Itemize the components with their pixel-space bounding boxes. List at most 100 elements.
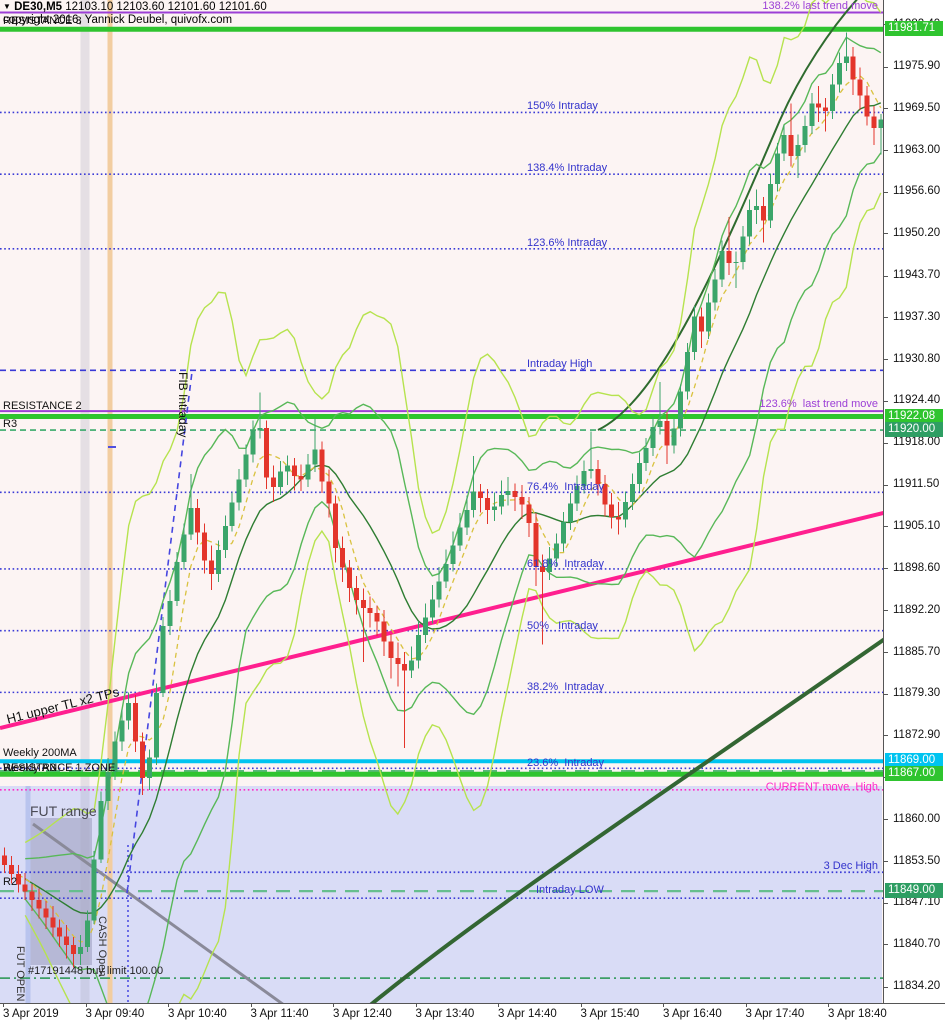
candle bbox=[360, 600, 366, 608]
candle bbox=[623, 502, 628, 520]
candle bbox=[712, 279, 718, 303]
x-axis-tick-mark bbox=[333, 1004, 334, 1007]
candle bbox=[257, 428, 263, 431]
y-axis-tick-mark bbox=[884, 442, 888, 444]
candle bbox=[429, 599, 435, 618]
y-axis-tick-mark bbox=[884, 317, 888, 319]
candle bbox=[754, 205, 760, 210]
candle bbox=[554, 543, 559, 559]
candle bbox=[457, 527, 463, 546]
candle bbox=[567, 503, 573, 523]
candle bbox=[146, 757, 152, 779]
candle bbox=[740, 236, 746, 262]
candle bbox=[278, 471, 283, 488]
candle bbox=[671, 428, 677, 446]
candle bbox=[264, 428, 270, 478]
candle bbox=[236, 479, 242, 503]
weekly-ma-curve[interactable] bbox=[350, 597, 883, 1003]
symbol-dropdown-icon[interactable]: ▼ bbox=[3, 2, 11, 11]
fut-range-trendline[interactable] bbox=[32, 822, 302, 1003]
candle bbox=[850, 56, 856, 80]
candle bbox=[705, 302, 711, 332]
time-axis: 3 Apr 2019 3 Apr 09:40 3 Apr 10:40 3 Apr 11… bbox=[0, 1003, 945, 1024]
candle bbox=[271, 477, 277, 488]
candle bbox=[284, 465, 290, 472]
y-axis-tick: 11847.10 bbox=[893, 896, 941, 909]
fast-ma-dashed bbox=[17, 75, 882, 943]
candle bbox=[643, 448, 649, 464]
price-axis: 11982.4011975.9011969.5011963.0011956.60… bbox=[883, 0, 945, 1003]
candle bbox=[816, 103, 822, 108]
price-badge: 11867.00 bbox=[885, 766, 943, 782]
x-axis-tick-mark bbox=[85, 1004, 87, 1007]
candle bbox=[809, 103, 815, 127]
plot-group bbox=[0, 0, 883, 1003]
candle bbox=[485, 498, 490, 510]
chart-canvas[interactable] bbox=[0, 0, 883, 1003]
candle bbox=[174, 561, 180, 601]
candle bbox=[105, 772, 111, 801]
candle bbox=[367, 607, 373, 614]
x-axis-tick: 3 Apr 11:40 bbox=[250, 1008, 309, 1020]
x-axis-tick-mark bbox=[250, 1004, 252, 1007]
y-axis-tick: 11860.00 bbox=[893, 812, 941, 825]
candle bbox=[733, 261, 739, 264]
candle bbox=[871, 116, 877, 129]
candle bbox=[698, 316, 704, 332]
candle bbox=[160, 626, 166, 694]
candle bbox=[112, 741, 118, 773]
y-axis-tick: 11950.20 bbox=[893, 226, 941, 239]
y-axis-tick: 11937.30 bbox=[893, 310, 941, 323]
x-axis-tick-mark bbox=[580, 1004, 582, 1007]
y-axis-tick-mark bbox=[884, 150, 888, 152]
candle bbox=[436, 581, 442, 600]
y-axis-tick: 11918.00 bbox=[893, 436, 941, 448]
x-axis-tick: 3 Apr 15:40 bbox=[580, 1008, 640, 1020]
y-axis-tick: 11879.30 bbox=[893, 687, 941, 700]
candle bbox=[188, 507, 194, 535]
y-axis-tick: 11963.00 bbox=[893, 143, 941, 156]
candle bbox=[126, 702, 132, 721]
y-axis-tick: 11898.60 bbox=[893, 561, 941, 574]
candle bbox=[629, 483, 635, 503]
y-axis-tick-mark bbox=[884, 400, 888, 402]
x-axis-tick: 3 Apr 18:40 bbox=[828, 1008, 887, 1020]
candle bbox=[77, 946, 83, 955]
candle bbox=[305, 464, 311, 480]
copyright-text: copyright 2016, Yannick Deubel, quivofx.… bbox=[3, 14, 233, 26]
upper-green-curve[interactable] bbox=[597, 0, 862, 431]
outer-band-upper bbox=[24, 0, 882, 844]
candle bbox=[353, 587, 359, 601]
candle bbox=[581, 470, 587, 486]
candle bbox=[830, 84, 835, 112]
candle bbox=[560, 522, 566, 544]
candle bbox=[209, 560, 214, 575]
candle bbox=[2, 855, 7, 866]
y-axis-tick-mark bbox=[884, 66, 888, 68]
h1-upper-trendline[interactable] bbox=[0, 498, 883, 730]
x-axis-tick: 3 Apr 17:40 bbox=[745, 1008, 805, 1020]
candle bbox=[464, 509, 470, 528]
candle bbox=[471, 491, 477, 510]
candle bbox=[333, 503, 339, 549]
candle bbox=[312, 449, 318, 465]
x-axis-tick: 3 Apr 13:40 bbox=[415, 1008, 475, 1020]
candle bbox=[747, 209, 753, 237]
candle bbox=[416, 635, 421, 661]
candle bbox=[505, 491, 511, 495]
chart-header: ▼ DE30,M5 12103.10 12103.60 12101.60 121… bbox=[3, 1, 267, 13]
x-axis-tick-mark bbox=[663, 1004, 664, 1007]
y-axis-tick-mark bbox=[884, 359, 888, 361]
candle bbox=[71, 944, 76, 955]
candle bbox=[64, 936, 70, 945]
candle bbox=[22, 884, 28, 892]
candle bbox=[195, 507, 201, 533]
x-axis-tick-mark bbox=[828, 1004, 829, 1007]
y-axis-tick: 11892.20 bbox=[893, 603, 941, 616]
candle bbox=[843, 56, 849, 64]
candle bbox=[533, 522, 539, 567]
candle bbox=[678, 391, 684, 429]
candle bbox=[319, 449, 325, 482]
candle bbox=[795, 144, 801, 156]
y-axis-tick: 11905.10 bbox=[893, 519, 941, 532]
